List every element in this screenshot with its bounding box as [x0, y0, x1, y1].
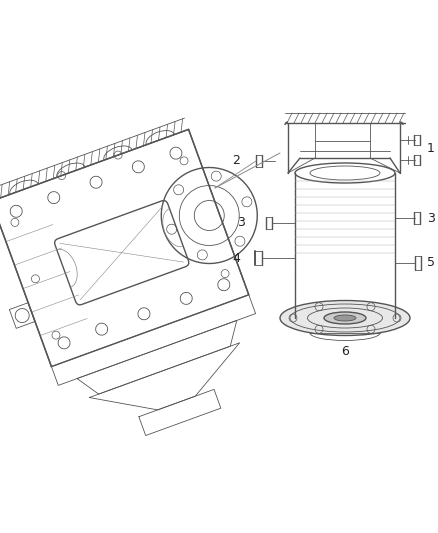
Text: 1: 1 [427, 141, 435, 155]
Text: 5: 5 [427, 256, 435, 270]
Text: 6: 6 [341, 345, 349, 358]
Text: 4: 4 [232, 252, 240, 264]
Ellipse shape [334, 315, 356, 321]
Ellipse shape [280, 301, 410, 335]
Ellipse shape [324, 312, 366, 324]
Text: 3: 3 [427, 212, 435, 224]
Text: 3: 3 [237, 216, 245, 230]
Text: 2: 2 [232, 155, 240, 167]
